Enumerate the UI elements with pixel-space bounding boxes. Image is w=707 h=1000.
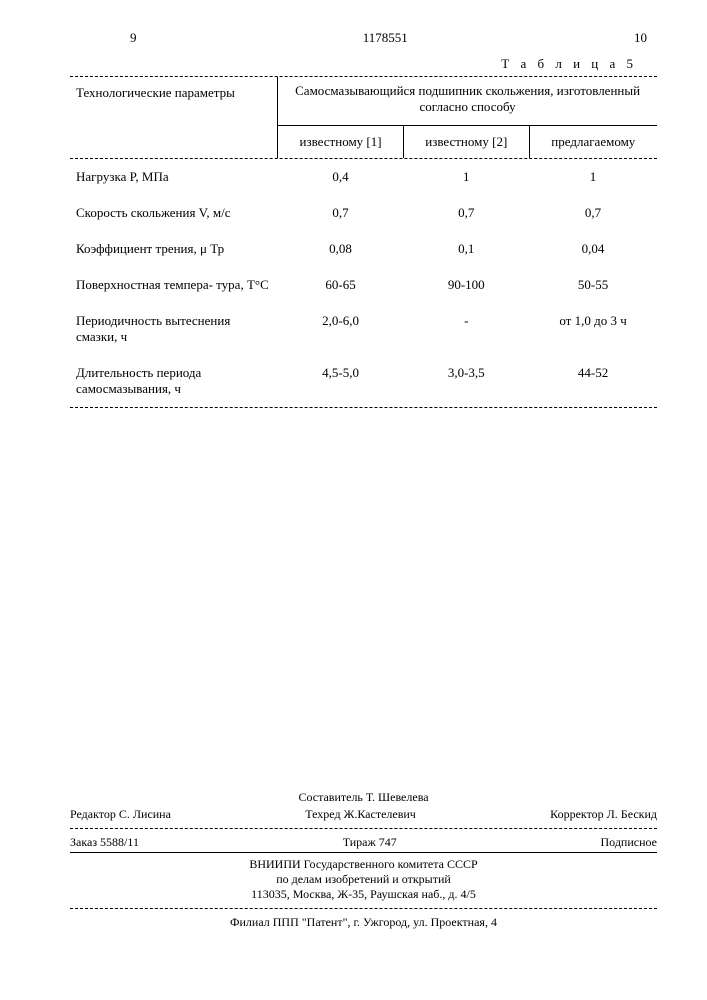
table-row: Коэффициент трения, μ Тр 0,08 0,1 0,04 [70, 231, 657, 267]
data-cell: 3,0-3,5 [403, 355, 529, 407]
param-cell: Поверхностная темпера- тура, T°С [70, 267, 278, 303]
table-row: Нагрузка P, МПа 0,4 1 1 [70, 159, 657, 195]
data-cell: 1 [529, 159, 657, 195]
data-cell: 0,7 [278, 195, 404, 231]
param-cell: Скорость скольжения V, м/с [70, 195, 278, 231]
footer-rule-1 [70, 828, 657, 829]
data-table: Технологические параметры Самосмазывающи… [70, 77, 657, 408]
org-line-1: ВНИИПИ Государственного комитета СССР [70, 857, 657, 872]
data-cell: 2,0-6,0 [278, 303, 404, 355]
order-number: Заказ 5588/11 [70, 835, 139, 850]
editor: Редактор С. Лисина [70, 807, 171, 822]
data-cell: 0,7 [403, 195, 529, 231]
param-cell: Длительность периода самосмазывания, ч [70, 355, 278, 407]
compiler-line: Составитель Т. Шевелева [70, 790, 657, 805]
data-cell: 60-65 [278, 267, 404, 303]
techred: Техред Ж.Кастелевич [305, 807, 416, 822]
address-line-1: 113035, Москва, Ж-35, Раушская наб., д. … [70, 887, 657, 902]
col-header-2: известному [2] [403, 126, 529, 159]
table-caption: Т а б л и ц а 5 [70, 56, 637, 72]
col-header-1: известному [1] [278, 126, 404, 159]
data-cell: 90-100 [403, 267, 529, 303]
footer: Составитель Т. Шевелева Редактор С. Лиси… [70, 786, 657, 930]
org-line-2: по делам изобретений и открытий [70, 872, 657, 887]
corrector: Корректор Л. Бескид [550, 807, 657, 822]
table-bottom-rule [70, 407, 657, 408]
document-number: 1178551 [363, 30, 408, 46]
param-cell: Нагрузка P, МПа [70, 159, 278, 195]
span-header: Самосмазывающийся подшипник скольжения, … [278, 77, 657, 126]
param-cell: Коэффициент трения, μ Тр [70, 231, 278, 267]
data-cell: 0,1 [403, 231, 529, 267]
data-cell: - [403, 303, 529, 355]
page-header: 9 1178551 10 [70, 30, 657, 46]
param-header: Технологические параметры [70, 77, 278, 158]
col-header-3: предлагаемому [529, 126, 657, 159]
param-cell: Периодичность вытеснения смазки, ч [70, 303, 278, 355]
data-cell: 1 [403, 159, 529, 195]
table-row: Поверхностная темпера- тура, T°С 60-65 9… [70, 267, 657, 303]
data-cell: 0,4 [278, 159, 404, 195]
table-row: Длительность периода самосмазывания, ч 4… [70, 355, 657, 407]
data-cell: 50-55 [529, 267, 657, 303]
data-cell: от 1,0 до 3 ч [529, 303, 657, 355]
data-cell: 0,7 [529, 195, 657, 231]
footer-rule-2 [70, 852, 657, 853]
data-cell: 0,08 [278, 231, 404, 267]
address-line-2: Филиал ППП "Патент", г. Ужгород, ул. Про… [70, 915, 657, 930]
table-row: Периодичность вытеснения смазки, ч 2,0-6… [70, 303, 657, 355]
tirazh: Тираж 747 [343, 835, 397, 850]
table-row: Скорость скольжения V, м/с 0,7 0,7 0,7 [70, 195, 657, 231]
footer-rule-3 [70, 908, 657, 909]
data-cell: 44-52 [529, 355, 657, 407]
data-cell: 4,5-5,0 [278, 355, 404, 407]
right-page-number: 10 [634, 30, 647, 46]
data-cell: 0,04 [529, 231, 657, 267]
subscript: Подписное [601, 835, 658, 850]
left-page-number: 9 [130, 30, 137, 46]
